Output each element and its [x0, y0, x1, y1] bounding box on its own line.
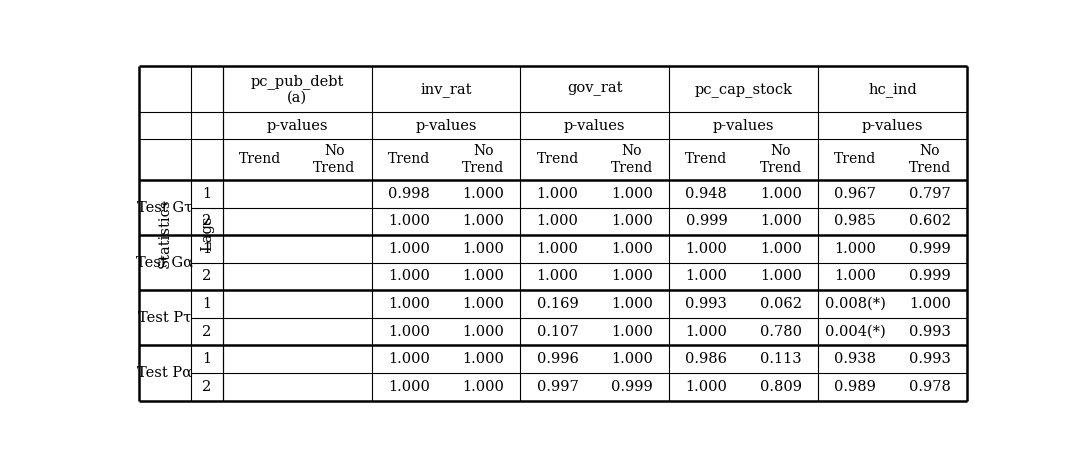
Text: 1.000: 1.000 [462, 297, 504, 311]
Text: 0.008(*): 0.008(*) [824, 297, 886, 311]
Text: 1.000: 1.000 [462, 325, 504, 339]
Text: 0.602: 0.602 [909, 214, 951, 228]
Text: 1.000: 1.000 [760, 269, 802, 284]
Text: No
Trend: No Trend [611, 145, 653, 175]
Text: 0.997: 0.997 [536, 380, 578, 394]
Text: hc_ind: hc_ind [869, 82, 917, 97]
Text: inv_rat: inv_rat [420, 82, 472, 97]
Text: 1.000: 1.000 [834, 242, 876, 256]
Text: 1.000: 1.000 [462, 187, 504, 201]
Text: 1.000: 1.000 [611, 242, 653, 256]
Text: pc_cap_stock: pc_cap_stock [695, 82, 793, 97]
Text: 0.993: 0.993 [909, 325, 951, 339]
Text: 0.948: 0.948 [685, 187, 727, 201]
Text: 0.999: 0.999 [611, 380, 653, 394]
Text: 1.000: 1.000 [611, 297, 653, 311]
Text: 0.797: 0.797 [909, 187, 951, 201]
Text: p-values: p-values [415, 119, 477, 133]
Text: 1.000: 1.000 [536, 187, 578, 201]
Text: 0.993: 0.993 [909, 352, 951, 366]
Text: 1: 1 [202, 352, 211, 366]
Text: 1.000: 1.000 [760, 187, 802, 201]
Text: Trend: Trend [387, 152, 429, 166]
Text: No
Trend: No Trend [909, 145, 951, 175]
Text: 1.000: 1.000 [909, 297, 951, 311]
Text: Trend: Trend [536, 152, 578, 166]
Text: 0.989: 0.989 [834, 380, 876, 394]
Text: No
Trend: No Trend [313, 145, 355, 175]
Text: 0.978: 0.978 [909, 380, 951, 394]
Text: 0.780: 0.780 [760, 325, 802, 339]
Text: 1: 1 [202, 297, 211, 311]
Text: 0.993: 0.993 [685, 297, 727, 311]
Text: 1.000: 1.000 [685, 269, 727, 284]
Text: 0.999: 0.999 [909, 242, 951, 256]
Text: 1.000: 1.000 [387, 214, 429, 228]
Text: Test Gα: Test Gα [136, 255, 193, 270]
Text: p-values: p-values [564, 119, 626, 133]
Text: 1.000: 1.000 [462, 242, 504, 256]
Text: 1: 1 [202, 242, 211, 256]
Text: 1.000: 1.000 [536, 242, 578, 256]
Text: 1: 1 [202, 187, 211, 201]
Text: 1.000: 1.000 [387, 325, 429, 339]
Text: 1.000: 1.000 [387, 380, 429, 394]
Text: Statistics: Statistics [158, 199, 172, 268]
Text: 1.000: 1.000 [462, 380, 504, 394]
Text: 1.000: 1.000 [760, 242, 802, 256]
Text: 0.985: 0.985 [834, 214, 876, 228]
Text: gov_rat: gov_rat [568, 82, 623, 97]
Text: 0.107: 0.107 [536, 325, 578, 339]
Text: 1.000: 1.000 [685, 325, 727, 339]
Text: 1.000: 1.000 [611, 187, 653, 201]
Text: 1.000: 1.000 [685, 242, 727, 256]
Text: 0.999: 0.999 [685, 214, 727, 228]
Text: 1.000: 1.000 [760, 214, 802, 228]
Text: 1.000: 1.000 [611, 214, 653, 228]
Text: Test Gτ: Test Gτ [137, 201, 193, 214]
Text: 1.000: 1.000 [387, 297, 429, 311]
Text: Test Pτ: Test Pτ [138, 311, 192, 325]
Text: Trend: Trend [238, 152, 281, 166]
Text: p-values: p-values [713, 119, 775, 133]
Text: 1.000: 1.000 [462, 269, 504, 284]
Text: 1.000: 1.000 [387, 352, 429, 366]
Text: pc_pub_debt
(a): pc_pub_debt (a) [250, 74, 344, 105]
Text: 2: 2 [202, 325, 211, 339]
Text: 2: 2 [202, 380, 211, 394]
Text: 0.999: 0.999 [909, 269, 951, 284]
Text: 1.000: 1.000 [536, 214, 578, 228]
Text: 0.996: 0.996 [536, 352, 578, 366]
Text: p-values: p-values [862, 119, 924, 133]
Text: No
Trend: No Trend [462, 145, 504, 175]
Text: 1.000: 1.000 [387, 269, 429, 284]
Text: 1.000: 1.000 [834, 269, 876, 284]
Text: Test Pα: Test Pα [137, 366, 192, 380]
Text: 1.000: 1.000 [685, 380, 727, 394]
Text: 0.938: 0.938 [834, 352, 876, 366]
Text: Trend: Trend [834, 152, 876, 166]
Text: 1.000: 1.000 [611, 269, 653, 284]
Text: 0.998: 0.998 [387, 187, 429, 201]
Text: 1.000: 1.000 [611, 352, 653, 366]
Text: 0.986: 0.986 [685, 352, 727, 366]
Text: 2: 2 [202, 269, 211, 284]
Text: 1.000: 1.000 [462, 352, 504, 366]
Text: 0.967: 0.967 [834, 187, 876, 201]
Text: 0.004(*): 0.004(*) [825, 325, 886, 339]
Text: 2: 2 [202, 214, 211, 228]
Text: 1.000: 1.000 [536, 269, 578, 284]
Text: No
Trend: No Trend [760, 145, 802, 175]
Text: 0.113: 0.113 [760, 352, 802, 366]
Text: 0.169: 0.169 [536, 297, 578, 311]
Text: 0.062: 0.062 [760, 297, 802, 311]
Text: 1.000: 1.000 [387, 242, 429, 256]
Text: Trend: Trend [685, 152, 727, 166]
Text: 1.000: 1.000 [462, 214, 504, 228]
Text: 1.000: 1.000 [611, 325, 653, 339]
Text: p-values: p-values [267, 119, 328, 133]
Text: Lags: Lags [200, 216, 214, 251]
Text: 0.809: 0.809 [760, 380, 802, 394]
